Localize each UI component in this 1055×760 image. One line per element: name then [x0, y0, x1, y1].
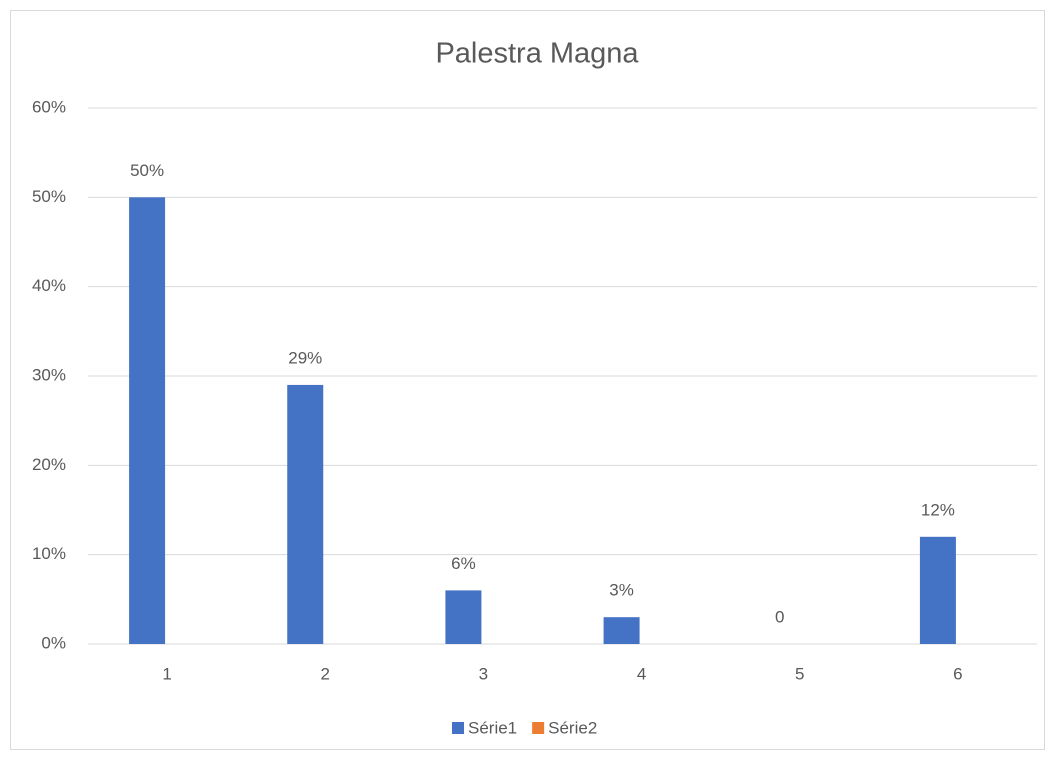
y-tick-label: 40%: [32, 276, 66, 295]
data-label: 29%: [288, 348, 322, 367]
x-tick-label: 3: [479, 664, 488, 683]
chart-title: Palestra Magna: [435, 38, 639, 70]
legend-label: Série1: [468, 718, 517, 737]
x-tick-label: 2: [321, 664, 330, 683]
y-tick-label: 10%: [32, 544, 66, 563]
bar: [445, 590, 482, 644]
x-tick-label: 5: [795, 664, 804, 683]
y-tick-label: 50%: [32, 187, 66, 206]
data-label: 3%: [609, 581, 634, 600]
data-label: 12%: [921, 500, 955, 519]
y-tick-label: 30%: [32, 365, 66, 384]
x-tick-label: 4: [637, 664, 646, 683]
x-tick-label: 6: [953, 664, 962, 683]
bar: [919, 536, 956, 644]
data-label: 6%: [451, 554, 476, 573]
chart-border: [10, 10, 1045, 750]
x-tick-label: 1: [162, 664, 171, 683]
bar: [129, 197, 166, 645]
data-label: 50%: [130, 161, 164, 180]
legend-swatch: [452, 722, 464, 734]
data-label: 0: [775, 607, 784, 626]
legend-swatch: [532, 722, 545, 734]
y-tick-label: 60%: [32, 97, 66, 116]
bar: [603, 617, 640, 644]
y-tick-label: 20%: [32, 455, 66, 474]
bar: [287, 384, 324, 644]
y-tick-label: 0%: [41, 633, 66, 652]
legend-label: Série2: [548, 718, 597, 737]
